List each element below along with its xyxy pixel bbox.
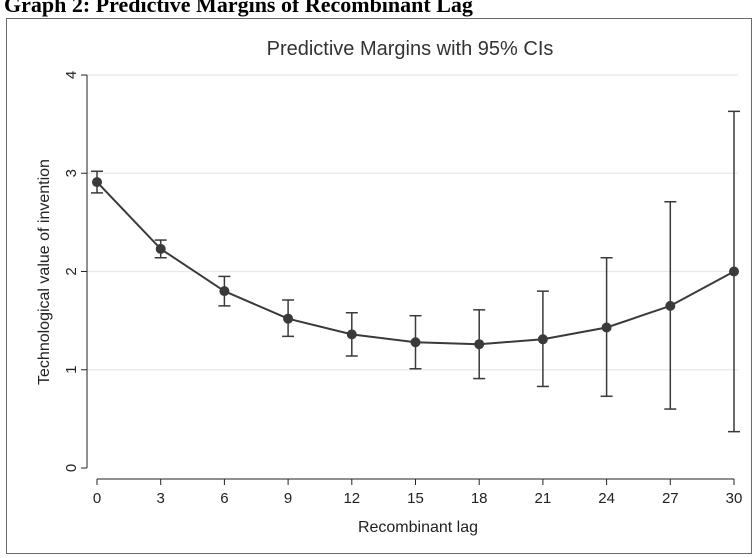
x-tick-label-3: 3 [157,490,165,507]
data-point-15 [410,337,421,348]
y-axis-label: Technological value of invention [36,159,53,385]
y-tick-label-4: 4 [63,71,80,79]
y-tick-label-2: 2 [63,267,80,275]
x-tick-label-15: 15 [407,490,424,507]
data-point-0 [92,177,102,188]
x-tick-label-9: 9 [284,490,292,507]
data-point-9 [283,313,294,324]
x-tick-label-18: 18 [471,490,488,507]
x-tick-label-30: 30 [726,490,743,507]
data-point-27 [665,300,676,311]
x-tick-label-12: 12 [343,490,360,507]
x-axis-label: Recombinant lag [358,519,478,536]
data-point-24 [601,322,612,333]
y-tick-label-0: 0 [63,464,80,472]
x-tick-label-27: 27 [662,490,679,507]
chart-frame [6,18,752,554]
y-tick-label-1: 1 [63,366,80,374]
data-point-18 [474,339,485,350]
x-tick-label-6: 6 [220,490,228,507]
grid-lines [87,74,738,371]
y-tick-label-3: 3 [63,169,80,177]
data-point-30 [729,266,739,277]
data-point-21 [537,334,548,345]
page-heading: Graph 2: Predictive Margins of Recombina… [4,0,473,17]
data-point-6 [219,286,230,297]
x-tick-label-0: 0 [93,490,101,507]
data-point-3 [155,243,166,254]
x-tick-label-24: 24 [598,490,615,507]
chart-title: Predictive Margins with 95% CIs [267,38,554,60]
series-points [92,177,739,350]
data-point-12 [346,329,357,340]
x-tick-label-21: 21 [535,490,552,507]
